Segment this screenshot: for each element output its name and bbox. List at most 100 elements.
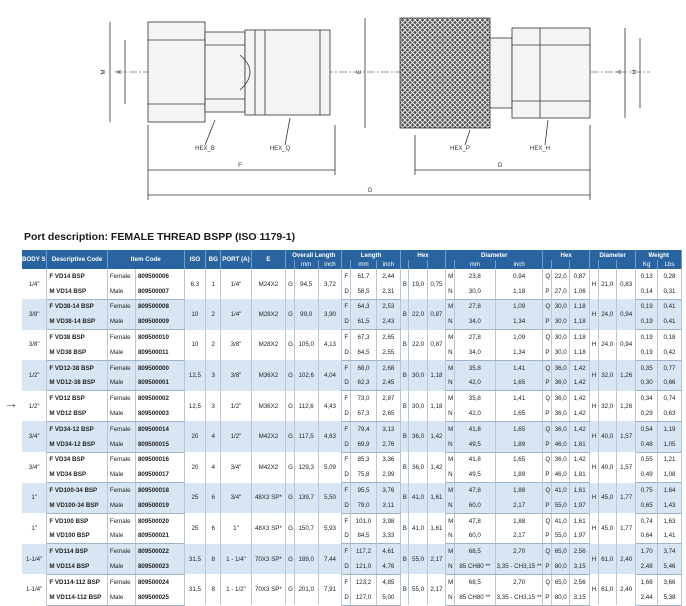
table-cell: H: [589, 513, 599, 544]
table-cell: G: [285, 543, 295, 575]
table-cell: 150,7: [294, 513, 319, 544]
table-cell: Male: [107, 436, 136, 453]
unit-spacer: [569, 260, 590, 269]
table-cell: 1,18: [427, 360, 447, 391]
table-cell: 809500007: [135, 283, 185, 300]
table-cell: 2,76: [376, 436, 401, 453]
table-cell: 1": [220, 513, 252, 544]
table-cell: B: [400, 513, 410, 544]
table-cell: F: [341, 421, 351, 437]
table-cell: 1/2": [22, 360, 48, 391]
table-cell: M: [445, 360, 455, 376]
table-cell: 36,0: [551, 360, 571, 376]
table-cell: F VD34-12 BSP: [46, 421, 108, 437]
table-cell: Male: [107, 559, 136, 575]
table-cell: 4,43: [318, 390, 343, 422]
table-cell: Female: [107, 482, 136, 498]
table-cell: 809500002: [135, 390, 185, 407]
table-cell: 3,66: [657, 574, 683, 590]
table-cell: Female: [107, 329, 136, 345]
table-cell: 1,26: [616, 390, 637, 422]
table-cell: 75,8: [350, 467, 377, 484]
table-cell: 0,74: [657, 390, 683, 407]
table-cell: 101,0: [350, 513, 377, 529]
table-cell: 2,65: [376, 406, 401, 422]
table-cell: H: [589, 360, 599, 391]
table-cell: 84,5: [350, 528, 377, 545]
table-cell: 36,0: [551, 406, 571, 422]
table-cell: 30,0: [551, 299, 571, 315]
table-cell: 2,55: [376, 344, 401, 361]
table-cell: 6: [205, 513, 222, 544]
table-cell: N: [445, 406, 455, 422]
table-cell: 2,40: [616, 574, 637, 606]
table-cell: G: [285, 482, 295, 514]
table-cell: M VD114-112 BSP: [46, 589, 108, 606]
table-cell: 809500006: [135, 269, 185, 284]
table-cell: 0,41: [657, 314, 683, 331]
table-cell: 55,0: [551, 528, 571, 545]
table-cell: 61,5: [350, 314, 377, 331]
table-cell: 1,65: [495, 406, 544, 422]
table-cell: 61,0: [598, 574, 617, 606]
table-cell: 94,5: [294, 269, 319, 300]
table-cell: 1,89: [495, 467, 544, 484]
table-cell: 809500014: [135, 421, 185, 437]
table-cell: 2,17: [495, 497, 544, 514]
table-cell: F VD34 BSP: [46, 452, 108, 468]
table-cell: Male: [107, 497, 136, 514]
table-cell: 1/2": [220, 390, 252, 422]
unit-header: mm: [454, 260, 496, 269]
table-cell: 12,5: [184, 390, 207, 422]
table-cell: 2,17: [427, 543, 447, 575]
table-cell: 1,65: [495, 452, 544, 468]
table-cell: 60,0: [454, 497, 496, 514]
table-cell: 0,55: [635, 452, 658, 468]
table-cell: 46,0: [551, 467, 571, 484]
table-cell: 1,66: [635, 574, 658, 590]
column-header: BG: [205, 250, 222, 269]
table-cell: 809500024: [135, 574, 185, 590]
unit-header: Lbs: [657, 260, 683, 269]
table-cell: M28X2: [251, 299, 287, 330]
table-row: M VD100 BSP Male 809500021 D 84,5 3,33 N 60,0 2,…: [22, 528, 683, 545]
table-cell: 3/4": [22, 452, 48, 483]
table-cell: 2,43: [376, 314, 401, 331]
table-cell: F: [341, 329, 351, 345]
table-cell: 1,81: [569, 467, 590, 484]
table-cell: 3,76: [376, 482, 401, 498]
table-cell: H: [589, 421, 599, 453]
table-cell: 1,81: [569, 436, 590, 453]
table-cell: 20: [184, 452, 207, 483]
table-cell: 25: [184, 513, 207, 544]
table-cell: 1,18: [569, 299, 590, 315]
table-cell: Male: [107, 283, 136, 300]
table-cell: Q: [542, 421, 553, 437]
table-cell: 809500010: [135, 329, 185, 345]
table-cell: 49,5: [454, 467, 496, 484]
table-cell: M VD38 BSP: [46, 344, 108, 361]
table-cell: F VD38 BSP: [46, 329, 108, 345]
unit-spacer: [341, 260, 351, 269]
table-cell: 1,77: [616, 482, 637, 514]
table-cell: D: [341, 559, 351, 575]
table-cell: F VD114 BSP: [46, 543, 108, 560]
column-header: PORT (A): [220, 250, 252, 269]
table-cell: 3,98: [376, 513, 401, 529]
table-cell: P: [542, 497, 553, 514]
table-cell: 1/2": [220, 421, 252, 453]
table-cell: 5,46: [657, 559, 683, 575]
table-cell: D: [341, 589, 351, 606]
table-cell: 0,19: [635, 329, 658, 345]
table-cell: 0,13: [635, 269, 658, 284]
column-header: Hex: [542, 250, 590, 260]
table-cell: M28X2: [251, 329, 287, 361]
table-cell: 41,8: [454, 452, 496, 468]
table-cell: 30,0: [551, 344, 571, 361]
table-cell: 58,5: [350, 283, 377, 300]
table-cell: 64,5: [350, 344, 377, 361]
table-row: 3/4" F VD34-12 BSP Female 809500014 20 4 1/2" M…: [22, 421, 683, 453]
table-cell: 1,06: [569, 283, 590, 300]
table-cell: 1,18: [569, 329, 590, 345]
table-cell: B: [400, 269, 410, 300]
